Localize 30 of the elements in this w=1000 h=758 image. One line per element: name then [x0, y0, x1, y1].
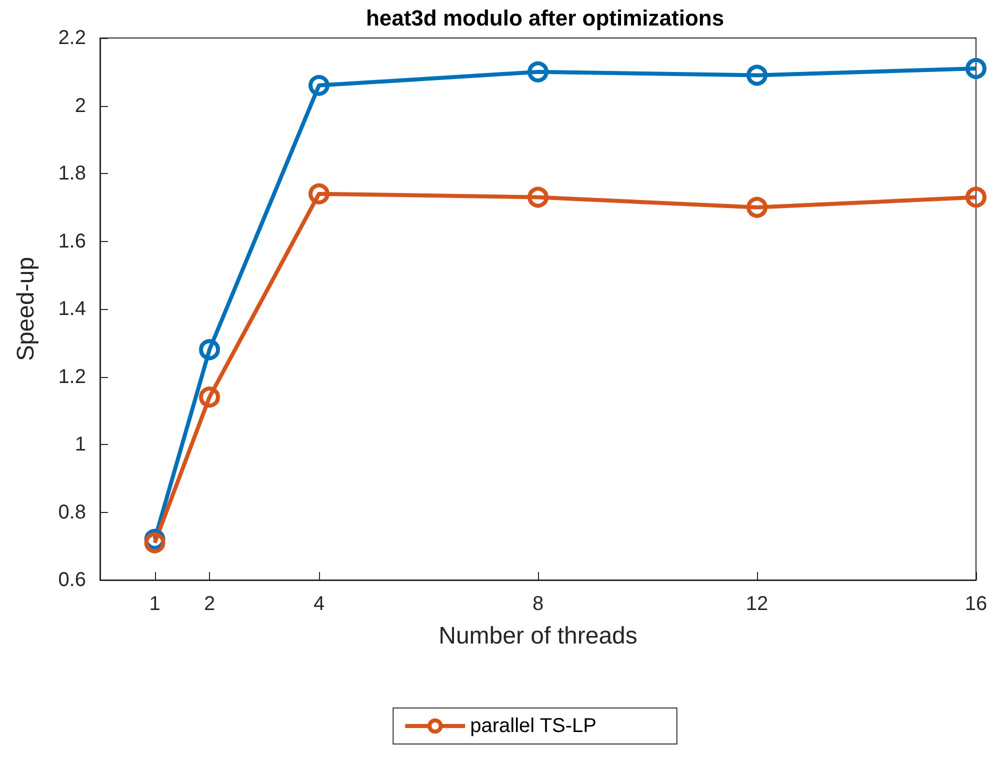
- y-tick-label: 0.8: [58, 501, 86, 524]
- point: [199, 386, 220, 408]
- point: [144, 532, 166, 554]
- x-tick-label: 4: [313, 593, 325, 615]
- point: [528, 186, 548, 208]
- x-tick-label: 2: [204, 593, 216, 615]
- point: [746, 196, 768, 218]
- y-tick-label: 2.2: [58, 27, 86, 49]
- point: [528, 61, 548, 82]
- point: [966, 186, 986, 208]
- point: [966, 58, 986, 79]
- y-tick-label: 1: [74, 434, 86, 456]
- y-tick-label: 1.8: [58, 162, 86, 184]
- x-tick-label: 1: [149, 593, 160, 615]
- point: [746, 64, 768, 86]
- y-tick-label: 0.6: [58, 569, 86, 591]
- x-axis-title: Number of threads: [438, 622, 638, 650]
- point: [199, 339, 220, 360]
- chart-title: heat3d modulo after optimizations: [366, 6, 724, 30]
- y-tick-label: 1.2: [58, 366, 86, 388]
- point: [308, 74, 330, 96]
- y-axis-title: Speed-up: [12, 256, 40, 362]
- x-tick-label: 12: [746, 593, 768, 615]
- y-tick-label: 1.4: [58, 298, 86, 320]
- legend-label: parallel TS-LP: [470, 715, 596, 737]
- y-tick-label: 1.6: [58, 230, 86, 252]
- point: [308, 183, 330, 204]
- x-tick-label: 8: [532, 593, 544, 615]
- x-tick-label: 16: [964, 593, 988, 615]
- y-tick-label: 2: [74, 94, 86, 117]
